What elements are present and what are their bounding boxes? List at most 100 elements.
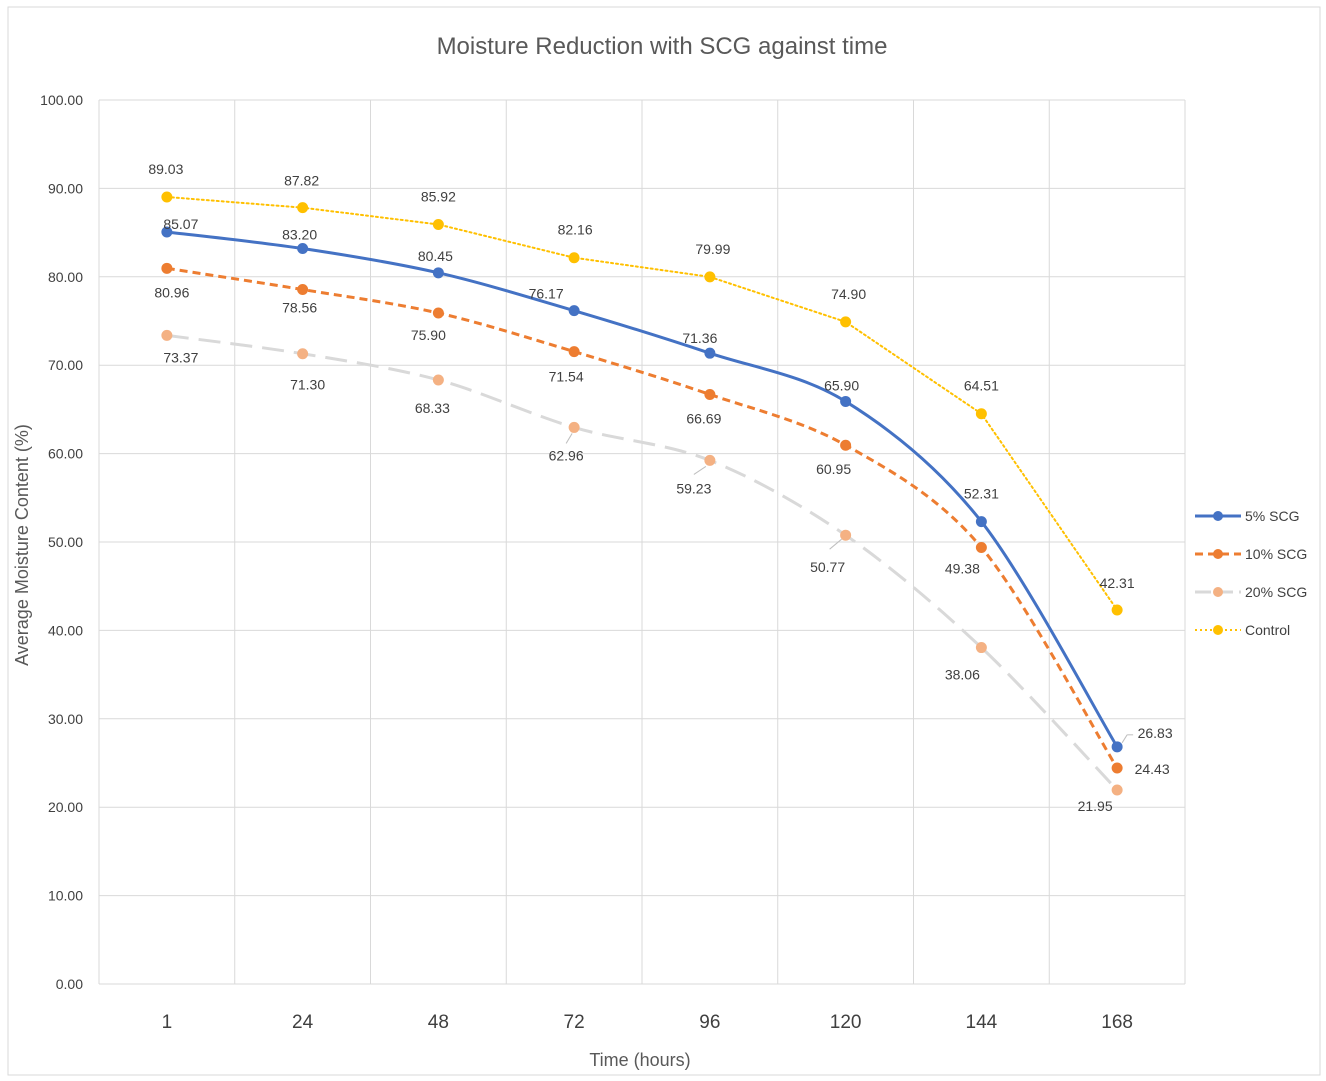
y-axis-title: Average Moisture Content (%) <box>12 424 32 666</box>
data-label: 83.20 <box>282 227 317 243</box>
series-line-3 <box>165 195 1119 611</box>
series-line-2 <box>166 333 1119 791</box>
y-tick-label: 80.00 <box>48 269 83 285</box>
data-label: 76.17 <box>529 286 564 302</box>
data-label: 71.36 <box>682 330 717 346</box>
data-point <box>975 541 987 553</box>
data-label: 87.82 <box>284 173 319 189</box>
data-label: 49.38 <box>945 560 980 576</box>
data-labels: 89.03 87.82 85.92 82.16 79.99 74.90 64.51 42.31… <box>148 161 1172 814</box>
data-label: 21.95 <box>1078 798 1113 814</box>
data-label: 78.56 <box>282 300 317 316</box>
x-tick-label: 48 <box>428 1012 449 1033</box>
data-point <box>568 346 580 358</box>
legend-marker <box>1213 587 1223 597</box>
data-point <box>432 218 444 230</box>
data-label: 82.16 <box>558 222 593 238</box>
legend-label: 5% SCG <box>1245 508 1299 524</box>
data-point <box>161 191 173 203</box>
data-point <box>432 307 444 319</box>
data-label: 42.31 <box>1100 575 1135 591</box>
leader-line <box>693 465 707 475</box>
data-point <box>568 305 580 317</box>
data-point <box>297 284 309 296</box>
data-point <box>297 243 309 255</box>
data-point <box>975 408 987 420</box>
x-tick-label: 72 <box>564 1012 585 1033</box>
data-point <box>432 374 444 386</box>
legend-label: Control <box>1245 622 1290 638</box>
data-point <box>161 329 173 341</box>
data-label: 50.77 <box>810 559 845 575</box>
data-point <box>1111 741 1123 753</box>
data-label: 38.06 <box>945 667 980 683</box>
data-point <box>840 316 852 328</box>
y-tick-label: 50.00 <box>48 534 83 550</box>
series-line-1 <box>166 266 1119 769</box>
data-label: 80.96 <box>154 284 189 300</box>
data-label: 80.45 <box>418 248 453 264</box>
y-tick-label: 60.00 <box>48 446 83 462</box>
x-axis-title: Time (hours) <box>589 1050 690 1070</box>
x-tick-label: 1 <box>162 1012 173 1033</box>
leader-line <box>829 538 842 550</box>
data-point <box>161 226 173 238</box>
y-tick-label: 100.00 <box>40 92 83 108</box>
data-label: 75.90 <box>411 327 446 343</box>
y-tick-label: 0.00 <box>56 976 83 992</box>
data-point <box>297 348 309 360</box>
series-markers <box>161 191 1123 796</box>
data-point <box>1111 784 1123 796</box>
y-tick-label: 10.00 <box>48 888 83 904</box>
legend-label: 20% SCG <box>1245 584 1307 600</box>
data-point <box>297 202 309 214</box>
data-point <box>840 439 852 451</box>
x-tick-label: 144 <box>966 1012 998 1033</box>
data-point <box>568 252 580 264</box>
data-label: 71.30 <box>290 377 325 393</box>
data-point <box>975 642 987 654</box>
gridlines <box>98 99 1186 985</box>
axes: 0.00 10.00 20.00 30.00 40.00 50.00 60.00 70.00 8… <box>40 92 1133 1033</box>
data-label: 79.99 <box>695 241 730 257</box>
y-tick-label: 40.00 <box>48 622 83 638</box>
data-point <box>704 454 716 466</box>
data-label: 65.90 <box>824 377 859 393</box>
chart-border <box>7 6 1321 1076</box>
data-label: 73.37 <box>163 349 198 365</box>
data-label: 68.33 <box>415 400 450 416</box>
data-label: 52.31 <box>964 486 999 502</box>
data-label: 71.54 <box>549 369 584 385</box>
y-tick-label: 70.00 <box>48 357 83 373</box>
data-label: 66.69 <box>686 410 721 426</box>
x-tick-label: 120 <box>830 1012 862 1033</box>
y-tick-label: 20.00 <box>48 799 83 815</box>
leader-line <box>1121 734 1128 744</box>
legend-marker <box>1213 511 1223 521</box>
legend: 5% SCG 10% SCG 20% SCG Control <box>1195 508 1307 638</box>
x-tick-label: 24 <box>292 1012 314 1033</box>
data-point <box>840 529 852 541</box>
data-point <box>568 421 580 433</box>
x-tick-label: 96 <box>699 1012 720 1033</box>
data-point <box>840 395 852 407</box>
y-tick-label: 90.00 <box>48 180 83 196</box>
data-label: 60.95 <box>816 461 851 477</box>
data-label: 74.90 <box>831 286 866 302</box>
legend-item: 10% SCG <box>1195 546 1307 562</box>
data-label: 89.03 <box>148 161 183 177</box>
data-label: 64.51 <box>964 378 999 394</box>
legend-item: 20% SCG <box>1195 584 1307 600</box>
data-label: 85.07 <box>163 216 198 232</box>
x-tick-label: 168 <box>1101 1012 1133 1033</box>
leader-line <box>565 433 573 444</box>
legend-label: 10% SCG <box>1245 546 1307 562</box>
data-point <box>1111 604 1123 616</box>
legend-marker <box>1213 549 1223 559</box>
data-label: 59.23 <box>676 480 711 496</box>
data-point <box>704 347 716 359</box>
data-label: 85.92 <box>421 188 456 204</box>
data-label: 24.43 <box>1135 761 1170 777</box>
